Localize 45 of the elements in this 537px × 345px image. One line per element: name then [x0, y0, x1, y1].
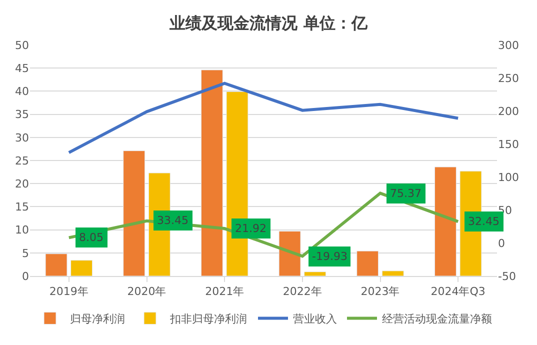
x-tick-label: 2019年 [49, 285, 88, 298]
x-tick-label: 2021年 [205, 285, 244, 298]
x-tick-label: 2024年Q3 [430, 285, 486, 298]
y-tick-label: 35 [15, 108, 29, 122]
x-tick-label: 2023年 [360, 285, 400, 298]
data-label: 32.45 [468, 215, 500, 228]
chart-title: 业绩及现金流情况 单位：亿 [168, 13, 368, 32]
y2-tick-label: 100 [498, 170, 519, 184]
y-tick-label: 45 [15, 62, 29, 75]
data-label: 75.37 [390, 187, 422, 200]
y2-tick-label: -50 [498, 270, 516, 283]
bar [434, 166, 456, 276]
bar [45, 254, 68, 276]
legend-label: 扣非归母净利润 [169, 312, 247, 326]
data-label: -19.93 [312, 250, 348, 263]
y-tick-label: 40 [15, 85, 29, 98]
y2-tick-label: 0 [498, 236, 505, 250]
y-tick-label: 5 [22, 246, 29, 260]
y-tick-label: 15 [15, 200, 29, 214]
y2-tick-label: 200 [498, 104, 519, 118]
x-tick-label: 2022年 [282, 285, 322, 298]
line-series [67, 82, 460, 154]
bar [200, 70, 223, 276]
bar [304, 272, 326, 276]
y-tick-label: 10 [15, 224, 29, 237]
legend-label: 经营活动现金流量净额 [382, 312, 492, 326]
y-tick-label: 0 [22, 270, 29, 283]
data-label: 21.92 [235, 222, 266, 235]
bar [278, 230, 301, 276]
y-tick-label: 30 [15, 131, 29, 144]
legend-label: 营业收入 [293, 312, 337, 326]
y-tick-label: 50 [15, 38, 29, 52]
y2-tick-label: 250 [498, 72, 519, 85]
x-tick-label: 2020年 [127, 285, 166, 298]
data-label: 33.45 [157, 214, 188, 227]
y-tick-label: 20 [15, 177, 29, 190]
y2-tick-label: 300 [498, 38, 519, 52]
bar [356, 250, 379, 276]
data-label: 8.05 [79, 231, 104, 244]
y-tick-label: 25 [15, 154, 29, 168]
bar [382, 270, 404, 276]
legend-label: 归母净利润 [70, 312, 125, 326]
bar [123, 150, 146, 276]
y2-tick-label: 150 [498, 138, 519, 151]
bar [70, 260, 93, 276]
